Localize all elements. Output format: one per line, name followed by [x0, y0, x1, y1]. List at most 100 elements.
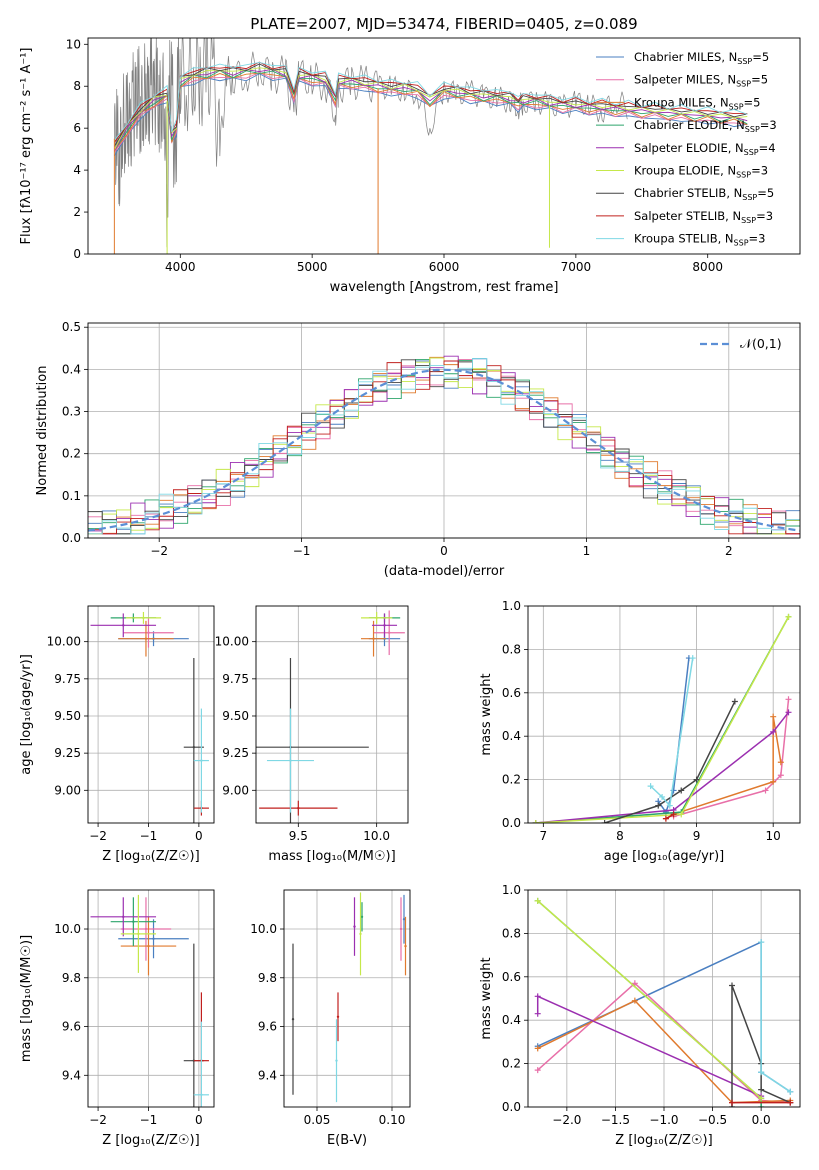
data-point: [335, 1059, 338, 1062]
y-tick-label: 10: [66, 37, 81, 51]
y-tick-label: 0.4: [62, 362, 81, 376]
x-axis-label: mass [log₁₀(M/M☉)]: [268, 849, 395, 864]
y-tick-label: 9.50: [54, 709, 81, 723]
legend-value: =5: [751, 73, 768, 87]
weight-marker: [787, 1088, 794, 1095]
model-line: [113, 73, 748, 157]
y-tick-label: 0.6: [502, 686, 521, 700]
y-tick-label: 0.8: [502, 642, 521, 656]
y-tick-label: 0.2: [502, 773, 521, 787]
data-point: [144, 637, 148, 640]
weight-marker: [534, 993, 541, 1000]
chart-massweight_vs_age: 7 8 9 10 0.0 0.2 0.4 0.6 0.8 1.0 age [log₁₀(age/yr…: [479, 599, 801, 864]
chart-massweight_vs_Z: −2.0 −1.5 −1.0 −0.5 0.0 0.0 0.2 0.4 0.6 0.8 1.0 Z […: [479, 883, 801, 1148]
y-tick-label: 0.4: [502, 729, 521, 743]
plot-area: [90, 894, 209, 1107]
plot-area: [88, 355, 800, 535]
weight-marker: [758, 1104, 765, 1107]
y-tick-label: 0.1: [62, 489, 81, 503]
x-tick-label: 0: [195, 1113, 203, 1127]
y-tick-label: 9.00: [222, 783, 249, 797]
y-tick-label: 1.0: [502, 883, 521, 897]
weight-marker: [785, 696, 792, 703]
data-point: [399, 927, 403, 931]
x-tick-label: −1: [140, 829, 158, 843]
weight-marker: [601, 820, 608, 823]
y-tick-label: 9.4: [62, 1068, 81, 1082]
plot-area: [256, 610, 405, 823]
histogram-step: [88, 357, 800, 535]
y-axis-label: mass weight: [479, 673, 494, 755]
y-axis-label: mass [log₁₀(M/M☉)]: [19, 935, 34, 1062]
weight-line: [535, 616, 790, 823]
data-point: [297, 806, 300, 810]
histogram-step: [88, 359, 800, 535]
y-tick-label: 8: [73, 79, 81, 93]
legend-label: Kroupa STELIB, NSSP=3: [634, 232, 765, 248]
x-tick-label: 4000: [165, 260, 196, 274]
x-tick-label: −1.5: [601, 1113, 630, 1127]
model-line: [113, 67, 748, 151]
weight-line: [535, 711, 790, 823]
x-tick-label: 10.0: [363, 829, 390, 843]
weight-marker: [534, 1010, 541, 1017]
x-tick-label: 0.0: [752, 1113, 771, 1127]
legend-sub: SSP: [744, 148, 759, 157]
legend-value: =5: [744, 95, 761, 109]
x-tick-label: 0: [440, 544, 448, 558]
x-tick-label: 1: [583, 544, 591, 558]
legend-label: Chabrier STELIB, NSSP=5: [634, 186, 774, 202]
data-point: [200, 759, 203, 762]
weight-marker: [785, 709, 792, 716]
y-axis-label: Normed distribution: [35, 366, 50, 496]
legend-value: =4: [759, 141, 776, 155]
legend-label: Kroupa ELODIE, NSSP=3: [634, 164, 768, 180]
weight-marker: [731, 698, 738, 705]
data-spectrum-line: [114, 38, 628, 248]
chart-mass_vs_Z: −2 −1 0 9.4 9.6 9.8 10.0 Z [log₁₀(Z/Z☉)] mass [l…: [19, 889, 215, 1148]
data-point: [200, 1093, 203, 1097]
y-tick-label: 10.00: [47, 635, 81, 649]
data-point: [359, 932, 362, 936]
weight-line: [535, 616, 790, 823]
legend-label: Chabrier MILES, NSSP=5: [634, 50, 769, 66]
x-tick-label: 0: [195, 829, 203, 843]
y-tick-label: 10.00: [215, 635, 249, 649]
data-point: [142, 616, 145, 620]
plot-area: [113, 38, 748, 254]
histogram-step: [88, 357, 800, 535]
y-tick-label: 0.0: [502, 1100, 521, 1114]
y-tick-label: 10.0: [250, 922, 277, 936]
legend-value: =3: [751, 164, 768, 178]
y-tick-label: 0.5: [62, 320, 81, 334]
weight-marker: [785, 613, 792, 620]
chart-mass_vs_ebv: 0.05 0.10 9.4 9.6 9.8 10.0 E(B-V): [250, 889, 411, 1148]
data-point: [137, 932, 140, 936]
x-tick-label: −2: [89, 1113, 107, 1127]
weight-marker: [631, 997, 638, 1004]
legend-label: Salpeter STELIB, NSSP=3: [634, 209, 773, 225]
data-point: [353, 925, 356, 928]
legend-sub: SSP: [741, 216, 756, 225]
y-tick-label: 9.75: [54, 672, 81, 686]
legend-sub: SSP: [734, 239, 749, 248]
y-tick-label: 9.00: [54, 783, 81, 797]
weight-marker: [534, 1045, 541, 1052]
weight-marker: [758, 939, 765, 946]
x-axis-label: Z [log₁₀(Z/Z☉)]: [102, 849, 199, 864]
x-axis-label: Z [log₁₀(Z/Z☉)]: [102, 1133, 199, 1148]
weight-marker: [770, 713, 777, 720]
legend-label: Salpeter MILES, NSSP=5: [634, 73, 768, 89]
data-point: [122, 915, 125, 919]
legend-value: =3: [749, 232, 766, 246]
weight-marker: [770, 728, 777, 735]
x-axis-label: E(B-V): [327, 1133, 367, 1148]
y-axis-label: Flux [fλ10⁻¹⁷ erg cm⁻² s⁻¹ A⁻¹]: [19, 48, 34, 245]
x-tick-label: 2: [725, 544, 733, 558]
data-point: [122, 624, 125, 627]
x-axis-label: (data-model)/error: [384, 564, 505, 579]
y-tick-label: 4: [73, 163, 81, 177]
data-point: [404, 944, 407, 948]
axes-frame: [255, 605, 409, 824]
y-tick-label: 0.8: [502, 926, 521, 940]
